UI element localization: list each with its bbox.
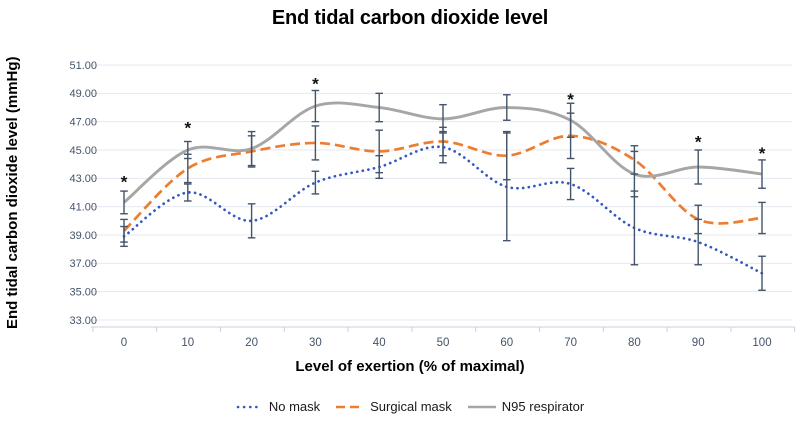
svg-text:90: 90 <box>692 337 705 349</box>
svg-text:43.00: 43.00 <box>69 173 97 185</box>
svg-text:0: 0 <box>121 337 127 349</box>
svg-text:45.00: 45.00 <box>69 145 97 157</box>
legend-label: N95 respirator <box>501 399 585 414</box>
svg-text:*: * <box>567 90 574 109</box>
x-axis: 0 10 20 30 40 50 60 70 80 90 100 <box>91 326 796 349</box>
legend-item-no-mask: No mask <box>236 399 320 414</box>
svg-text:60: 60 <box>500 337 513 349</box>
series-line-dotted <box>122 145 764 275</box>
svg-text:*: * <box>121 172 128 191</box>
legend-label: No mask <box>268 399 321 414</box>
svg-text:30: 30 <box>309 337 322 349</box>
svg-text:51.00: 51.00 <box>69 60 97 72</box>
svg-text:70: 70 <box>564 337 577 349</box>
legend: No mask Surgical mask N95 respirator <box>10 399 800 414</box>
svg-text:*: * <box>312 75 319 94</box>
svg-text:80: 80 <box>628 337 641 349</box>
error-bars <box>120 89 766 291</box>
legend-item-surgical-mask: Surgical mask <box>335 399 452 414</box>
legend-item-n95-respirator: N95 respirator <box>467 399 584 414</box>
svg-text:50: 50 <box>437 337 450 349</box>
svg-text:49.00: 49.00 <box>69 88 97 100</box>
dotted-line-icon <box>236 405 264 408</box>
solid-line-icon <box>467 405 496 408</box>
svg-text:40: 40 <box>373 337 386 349</box>
dashed-line-icon <box>336 405 365 408</box>
legend-label: Surgical mask <box>370 399 452 414</box>
chart-title: End tidal carbon dioxide level <box>271 7 549 29</box>
svg-text:10: 10 <box>181 337 194 349</box>
svg-text:*: * <box>759 144 766 163</box>
svg-text:39.00: 39.00 <box>69 230 97 242</box>
svg-text:100: 100 <box>752 337 771 349</box>
y-tick-labels: 51.00 49.00 47.00 45.00 43.00 41.00 39.00 37.00… <box>69 60 97 327</box>
svg-text:37.00: 37.00 <box>69 258 97 270</box>
svg-text:20: 20 <box>245 337 258 349</box>
svg-text:41.00: 41.00 <box>69 201 97 213</box>
significance-markers: * * * * * * <box>121 75 766 192</box>
svg-text:*: * <box>184 119 191 138</box>
gridlines <box>92 64 792 321</box>
svg-text:*: * <box>695 133 702 152</box>
svg-text:35.00: 35.00 <box>69 286 97 298</box>
x-axis-title: Level of exertion (% of maximal) <box>295 358 525 375</box>
svg-text:33.00: 33.00 <box>69 315 97 327</box>
svg-text:47.00: 47.00 <box>69 116 97 128</box>
